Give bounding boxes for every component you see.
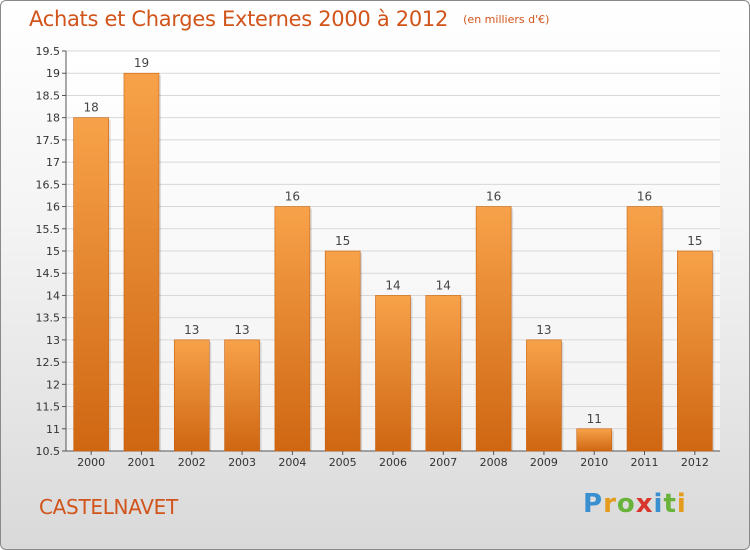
- y-tick-label: 10.5: [36, 445, 61, 458]
- y-tick-label: 15.5: [36, 223, 61, 236]
- bar: [375, 295, 411, 452]
- bar-value-label: 14: [385, 278, 400, 292]
- bar: [73, 117, 109, 452]
- x-tick-label: 2009: [530, 456, 558, 469]
- logo-letter: o: [616, 489, 636, 519]
- logo-letter: i: [676, 489, 687, 519]
- bar: [425, 295, 462, 452]
- x-tick-label: 2004: [278, 456, 306, 469]
- y-tick-label: 16: [46, 201, 60, 214]
- bar: [274, 206, 311, 452]
- bar: [173, 339, 210, 452]
- y-tick-label: 12.5: [36, 356, 61, 369]
- logo-letter: P: [583, 489, 604, 519]
- y-tick-label: 13: [46, 334, 60, 347]
- bar-value-label: 15: [687, 234, 702, 248]
- bar: [576, 428, 613, 452]
- logo-letter: t: [663, 489, 677, 519]
- y-tick-label: 14.5: [36, 267, 61, 280]
- y-tick-label: 18: [46, 112, 60, 125]
- bar-value-label: 19: [134, 56, 149, 70]
- bar-value-label: 14: [436, 278, 451, 292]
- x-tick-label: 2007: [429, 456, 457, 469]
- x-tick-label: 2000: [77, 456, 105, 469]
- x-tick-label: 2011: [631, 456, 659, 469]
- bar-value-label: 13: [536, 323, 551, 337]
- y-tick-label: 19: [46, 67, 60, 80]
- bar-value-label: 11: [587, 412, 602, 426]
- y-tick-label: 17: [46, 156, 60, 169]
- y-tick-label: 19.5: [36, 45, 61, 58]
- x-tick-label: 2002: [178, 456, 206, 469]
- bar-value-label: 15: [335, 234, 350, 248]
- y-tick-label: 13.5: [36, 312, 61, 325]
- x-tick-label: 2008: [480, 456, 508, 469]
- bar-value-label: 18: [84, 101, 99, 115]
- bar: [626, 206, 663, 452]
- y-tick-label: 15: [46, 245, 60, 258]
- logo-letter: i: [653, 489, 664, 519]
- y-tick-label: 11: [46, 423, 60, 436]
- logo-letter: r: [603, 489, 617, 519]
- bar-value-label: 13: [234, 323, 249, 337]
- chart-title-block: Achats et Charges Externes 2000 à 2012 (…: [29, 7, 549, 31]
- x-tick-label: 2005: [329, 456, 357, 469]
- bar: [324, 250, 361, 452]
- bar: [677, 250, 713, 452]
- y-tick-label: 12: [46, 378, 60, 391]
- bar-value-label: 16: [285, 190, 300, 204]
- x-tick-label: 2003: [228, 456, 256, 469]
- x-tick-label: 2006: [379, 456, 407, 469]
- x-tick-label: 2010: [580, 456, 608, 469]
- y-tick-label: 16.5: [36, 178, 61, 191]
- chart-unit: (en milliers d'€): [463, 13, 550, 26]
- bar: [123, 72, 160, 452]
- x-tick-label: 2012: [681, 456, 709, 469]
- bar-value-label: 13: [184, 323, 199, 337]
- logo-letter: x: [635, 489, 654, 519]
- chart-title: Achats et Charges Externes 2000 à 2012: [29, 7, 449, 31]
- y-tick-label: 11.5: [36, 401, 61, 414]
- bar-value-label: 16: [486, 190, 501, 204]
- bar: [526, 339, 562, 452]
- y-tick-label: 17.5: [36, 134, 61, 147]
- bar: [224, 339, 260, 452]
- commune-name: CASTELNAVET: [39, 495, 178, 519]
- x-tick-label: 2001: [127, 456, 155, 469]
- bar-value-label: 16: [637, 190, 652, 204]
- bar: [475, 206, 512, 452]
- y-tick-label: 18.5: [36, 89, 61, 102]
- proxiti-logo: Proxiti: [583, 489, 687, 519]
- y-tick-label: 14: [46, 289, 60, 302]
